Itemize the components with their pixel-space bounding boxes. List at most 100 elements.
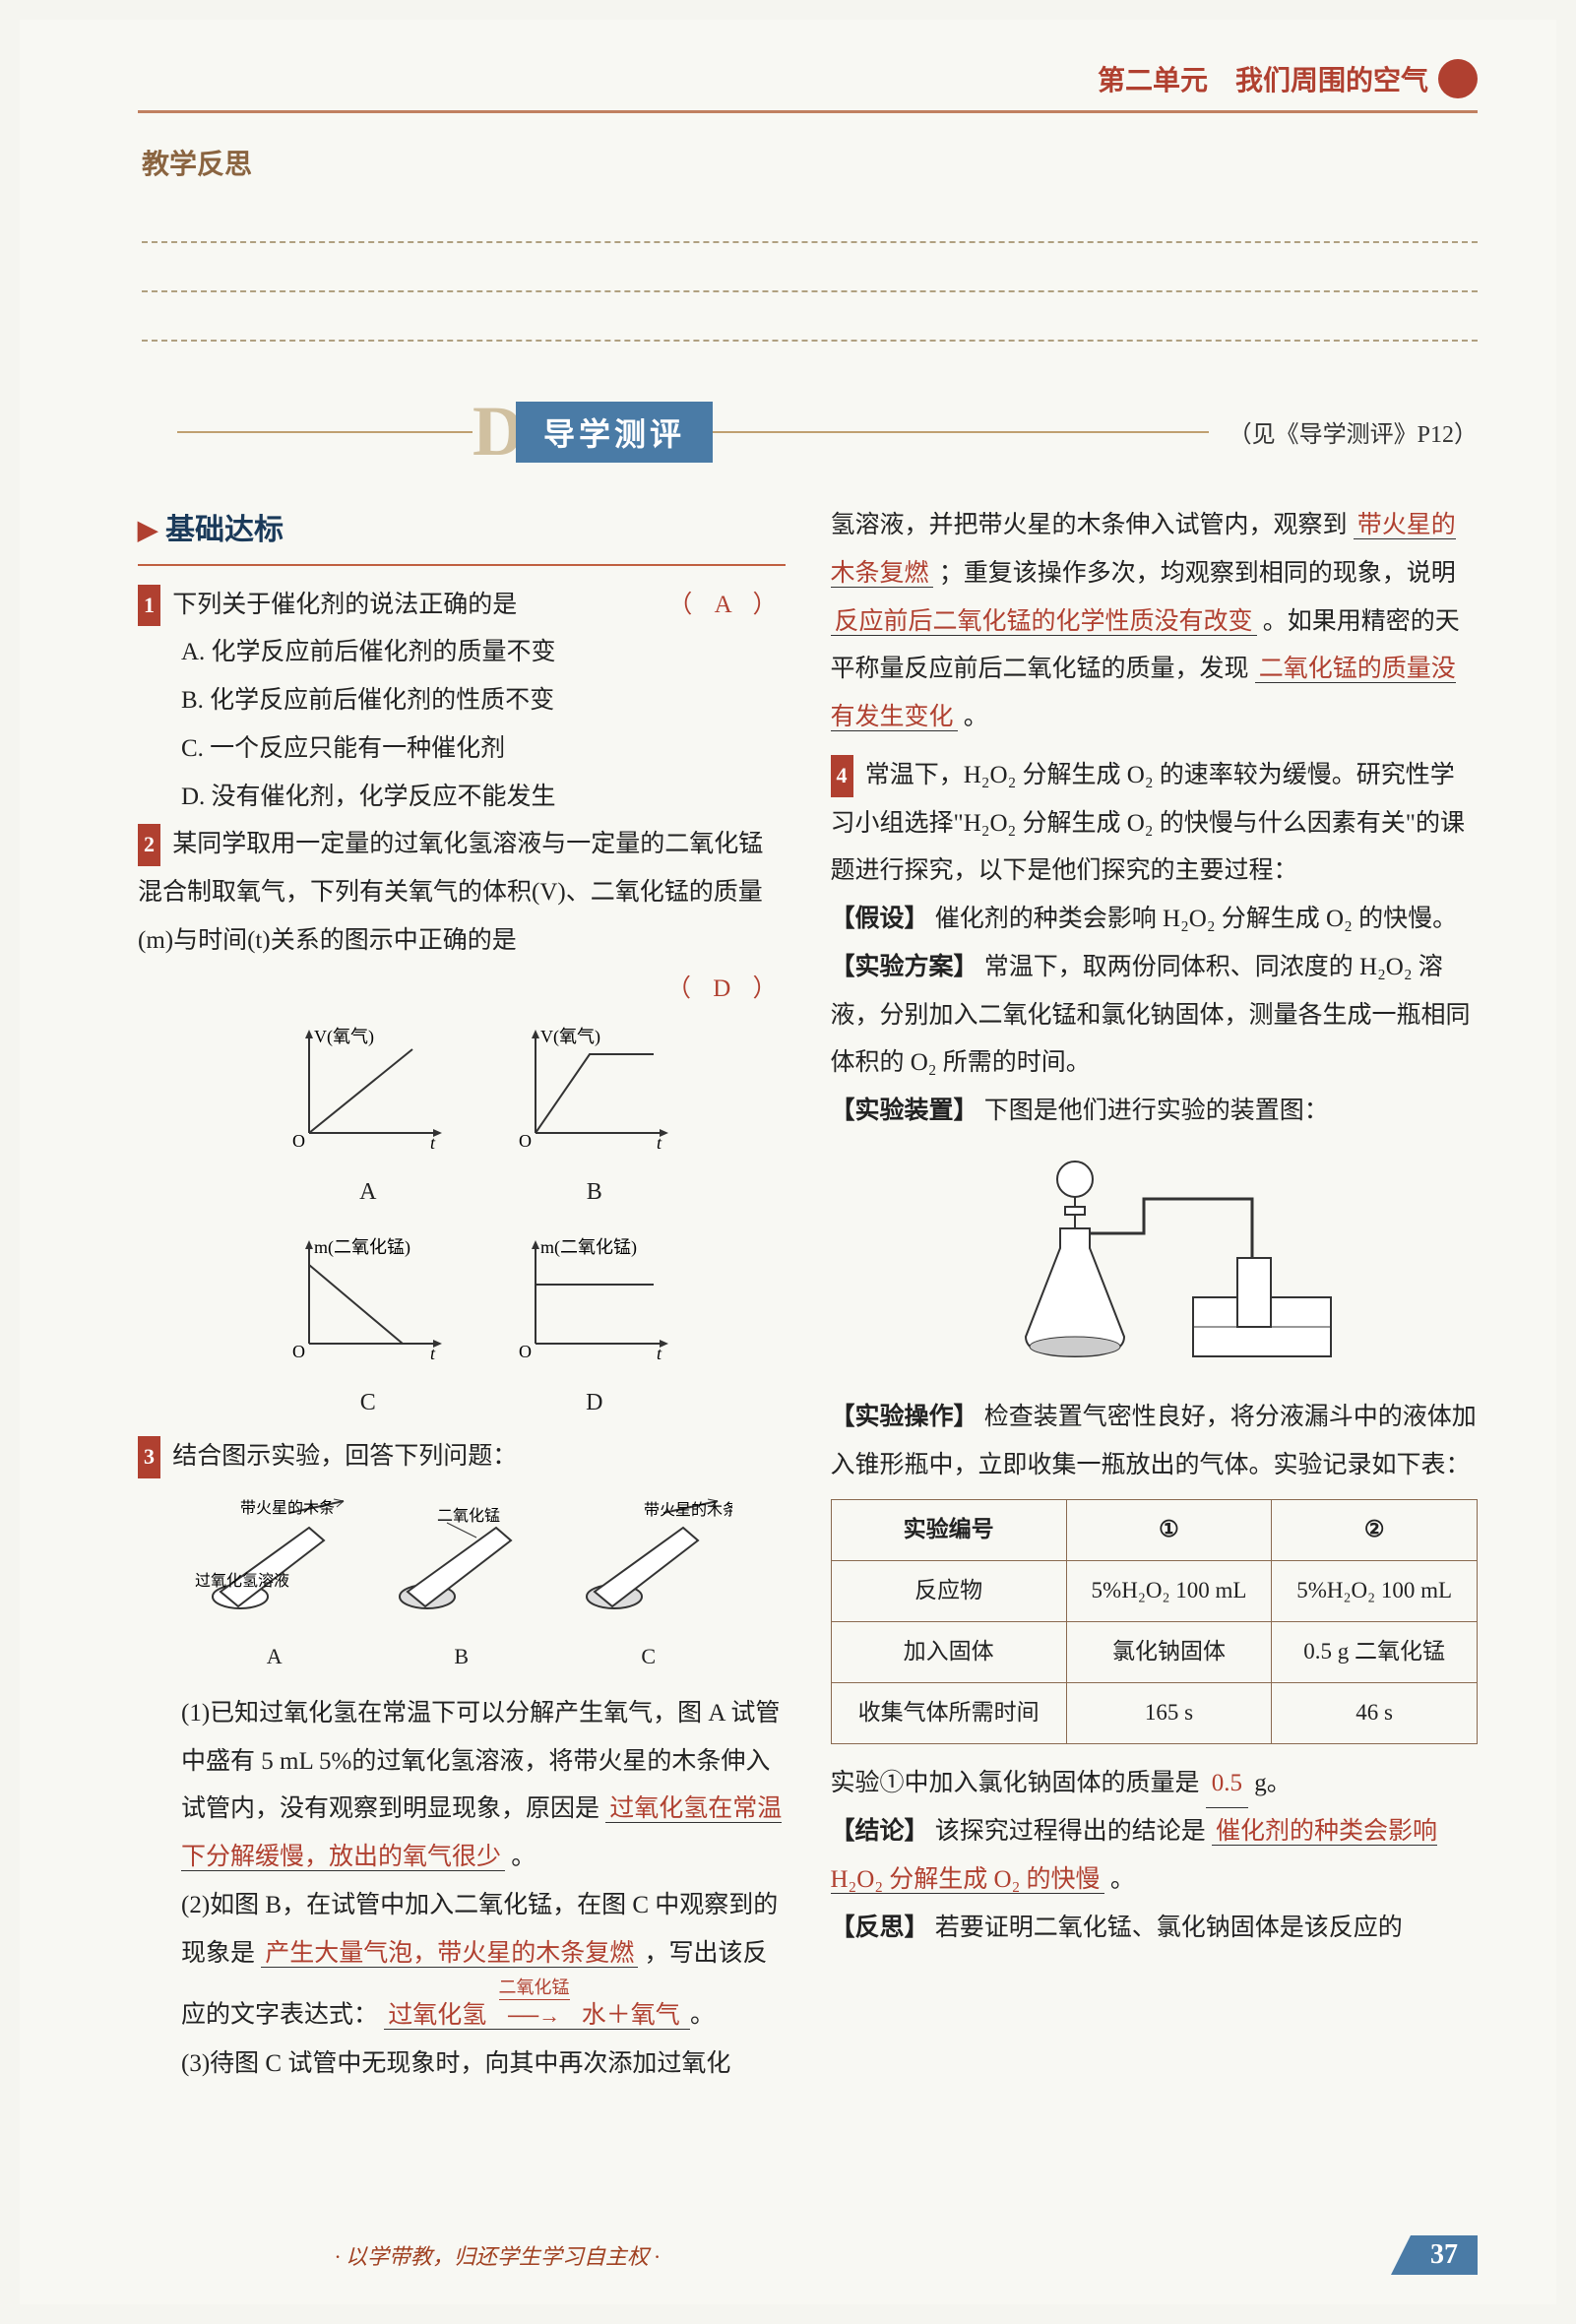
q3-p2-eq: 过氧化氢 二氧化锰 ──→ 水＋氧气	[384, 2002, 690, 2030]
rcol-ans2: 反应前后二氧化锰的化学性质没有改变	[831, 608, 1257, 636]
subsection-arrow-icon: ▶	[138, 506, 158, 556]
q3-eq-catalyst: 二氧化锰	[499, 1978, 570, 2000]
right-column: 氢溶液，并把带火星的木条伸入试管内，观察到 带火星的木条复燃 ；重复该操作多次，…	[831, 502, 1479, 2089]
page-container: 第二单元 我们周围的空气 教学反思 D 导学测评 （见《导学测评》P12） ▶ …	[20, 20, 1556, 2304]
banner-line-right	[713, 431, 1209, 433]
td: 加入固体	[831, 1621, 1066, 1682]
banner-title: 导学测评	[516, 402, 713, 463]
graph-d-o: O	[519, 1342, 532, 1361]
reflection-label: 教学反思	[142, 143, 252, 182]
td: 46 s	[1272, 1682, 1478, 1743]
q4-apparatus-figure	[831, 1150, 1479, 1376]
q2-stem: 某同学取用一定量的过氧化氢溶液与一定量的二氧化锰混合制取氧气，下列有关氧气的体积…	[138, 831, 763, 954]
tube-a-svg: 带火星的木条 过氧化氢溶液	[191, 1493, 358, 1621]
q1-option-d: D. 没有催化剂，化学反应不能发生	[138, 774, 786, 822]
rcol-cont1-pre: 氢溶液，并把带火星的木条伸入试管内，观察到	[831, 512, 1348, 538]
td: 5%H₂O₂ 100 mL	[1066, 1561, 1272, 1622]
banner-page-ref: （见《导学测评》P12）	[1229, 414, 1478, 449]
q4-number: 4	[831, 755, 853, 797]
content-columns: ▶ 基础达标 1 下列关于催化剂的说法正确的是 （ A ） A. 化学反应前后催…	[138, 502, 1478, 2089]
q3-p2-post: 。	[690, 2002, 715, 2029]
q3-p1-post: 。	[511, 1844, 536, 1870]
subsection-title: ▶ 基础达标	[138, 502, 786, 566]
svg-text:带火星的木条: 带火星的木条	[240, 1499, 335, 1517]
graph-b-svg: V(氧气) O t	[511, 1025, 678, 1153]
q3-p2: (2)如图 B，在试管中加入二氧化锰，在图 C 中观察到的现象是 产生大量气泡，…	[138, 1882, 786, 2041]
q4-conclusion-pre: 该探究过程得出的结论是	[935, 1818, 1206, 1845]
q4-operation: 【实验操作】 检查装置气密性良好，将分液漏斗中的液体加入锥形瓶中，立即收集一瓶放…	[831, 1394, 1479, 1490]
section-banner: D 导学测评 （见《导学测评》P12）	[138, 391, 1478, 472]
table-header-row: 实验编号 ① ②	[831, 1500, 1478, 1561]
q4-apparatus-tag: 【实验装置】	[831, 1098, 978, 1124]
q1-option-a: A. 化学反应前后催化剂的质量不变	[138, 629, 786, 677]
td: 反应物	[831, 1561, 1066, 1622]
graph-a-label: A	[284, 1169, 452, 1216]
table-row: 加入固体 氯化钠固体 0.5 g 二氧化锰	[831, 1621, 1478, 1682]
rcol-cont1-mid1: ；重复该操作多次，均观察到相同的现象，说明	[939, 560, 1456, 587]
graph-c: m(二氧化锰) O t C	[284, 1235, 452, 1426]
q3-number: 3	[138, 1436, 160, 1478]
graph-b: V(氧气) O t B	[511, 1025, 678, 1216]
svg-text:过氧化氢溶液: 过氧化氢溶液	[195, 1572, 289, 1590]
q2-graphs: V(氧气) O t A	[177, 1025, 786, 1425]
graph-a: V(氧气) O t A	[284, 1025, 452, 1216]
graph-b-label: B	[511, 1169, 678, 1216]
question-3: 3 结合图示实验，回答下列问题： 带火星的木条 过氧化氢溶液	[138, 1433, 786, 2088]
q4-reflect-text: 若要证明二氧化锰、氯化钠固体是该反应的	[935, 1915, 1403, 1941]
q4-plan-tag: 【实验方案】	[831, 954, 978, 980]
q4-plan: 【实验方案】 常温下，取两份同体积、同浓度的 H₂O₂ 溶液，分别加入二氧化锰和…	[831, 944, 1479, 1088]
q3-eq-right: 水＋氧气	[582, 2002, 680, 2029]
q4-reflect-tag: 【反思】	[831, 1915, 929, 1941]
graph-d-svg: m(二氧化锰) O t	[511, 1235, 678, 1363]
q2-answer: （ D ）	[666, 975, 786, 1002]
reflection-line-2	[142, 243, 1478, 292]
q4-stem: 常温下，H₂O₂ 分解生成 O₂ 的速率较为缓慢。研究性学习小组选择"H₂O₂ …	[831, 762, 1465, 885]
tube-a: 带火星的木条 过氧化氢溶液 A	[191, 1493, 358, 1678]
table-row: 反应物 5%H₂O₂ 100 mL 5%H₂O₂ 100 mL	[831, 1561, 1478, 1622]
footer-bar: · 以学带教，归还学生学习自主权 · 37	[138, 2235, 1478, 2275]
graph-b-o: O	[519, 1131, 532, 1151]
q4-hypothesis-text: 催化剂的种类会影响 H₂O₂ 分解生成 O₂ 的快慢。	[935, 906, 1457, 932]
banner-line-left	[177, 431, 473, 433]
q1-answer: （ A ）	[667, 582, 785, 630]
subsection-title-text: 基础达标	[165, 502, 284, 560]
td: 氯化钠固体	[1066, 1621, 1272, 1682]
graph-c-label: C	[284, 1380, 452, 1426]
q1-number: 1	[138, 585, 160, 627]
q4-hypothesis: 【假设】 催化剂的种类会影响 H₂O₂ 分解生成 O₂ 的快慢。	[831, 896, 1479, 944]
tube-b-svg: 二氧化锰	[378, 1493, 545, 1621]
graph-d: m(二氧化锰) O t D	[511, 1235, 678, 1426]
q4-fill-pre: 实验①中加入氯化钠固体的质量是	[831, 1770, 1200, 1796]
q4-conclusion-post: 。	[1110, 1866, 1135, 1893]
reflection-line-1	[142, 194, 1478, 243]
q2-number: 2	[138, 824, 160, 866]
q3-p3: (3)待图 C 试管中无现象时，向其中再次添加过氧化	[138, 2041, 786, 2089]
th-1: ①	[1066, 1500, 1272, 1561]
q4-apparatus-line: 【实验装置】 下图是他们进行实验的装置图：	[831, 1088, 1479, 1136]
q4-conclusion: 【结论】 该探究过程得出的结论是 催化剂的种类会影响 H₂O₂ 分解生成 O₂ …	[831, 1808, 1479, 1905]
q3-continuation: 氢溶液，并把带火星的木条伸入试管内，观察到 带火星的木条复燃 ；重复该操作多次，…	[831, 502, 1479, 742]
td: 收集气体所需时间	[831, 1682, 1066, 1743]
q4-operation-tag: 【实验操作】	[831, 1404, 978, 1430]
q4-fill-post: g。	[1254, 1770, 1292, 1796]
tube-c-label: C	[565, 1636, 732, 1678]
apparatus-svg	[967, 1150, 1341, 1376]
q4-reflect: 【反思】 若要证明二氧化锰、氯化钠固体是该反应的	[831, 1905, 1479, 1953]
reflection-section: 教学反思	[138, 143, 1478, 342]
q1-option-b: B. 化学反应前后催化剂的性质不变	[138, 677, 786, 725]
q4-fill: 实验①中加入氯化钠固体的质量是 0.5 g。	[831, 1760, 1479, 1809]
page-number: 37	[1391, 2235, 1478, 2275]
th-2: ②	[1272, 1500, 1478, 1561]
graph-c-o: O	[292, 1342, 305, 1361]
tube-b: 二氧化锰 B	[378, 1493, 545, 1678]
tube-c-svg: 带火星的木条	[565, 1493, 732, 1621]
header-icon	[1438, 59, 1478, 98]
td: 5%H₂O₂ 100 mL	[1272, 1561, 1478, 1622]
q4-conclusion-tag: 【结论】	[831, 1818, 929, 1845]
svg-text:二氧化锰: 二氧化锰	[437, 1507, 500, 1525]
q4-table: 实验编号 ① ② 反应物 5%H₂O₂ 100 mL 5%H₂O₂ 100 mL…	[831, 1499, 1479, 1743]
graph-c-svg: m(二氧化锰) O t	[284, 1235, 452, 1363]
td: 165 s	[1066, 1682, 1272, 1743]
graph-a-ylabel: V(氧气)	[314, 1027, 374, 1047]
q4-apparatus-text: 下图是他们进行实验的装置图：	[984, 1098, 1329, 1124]
